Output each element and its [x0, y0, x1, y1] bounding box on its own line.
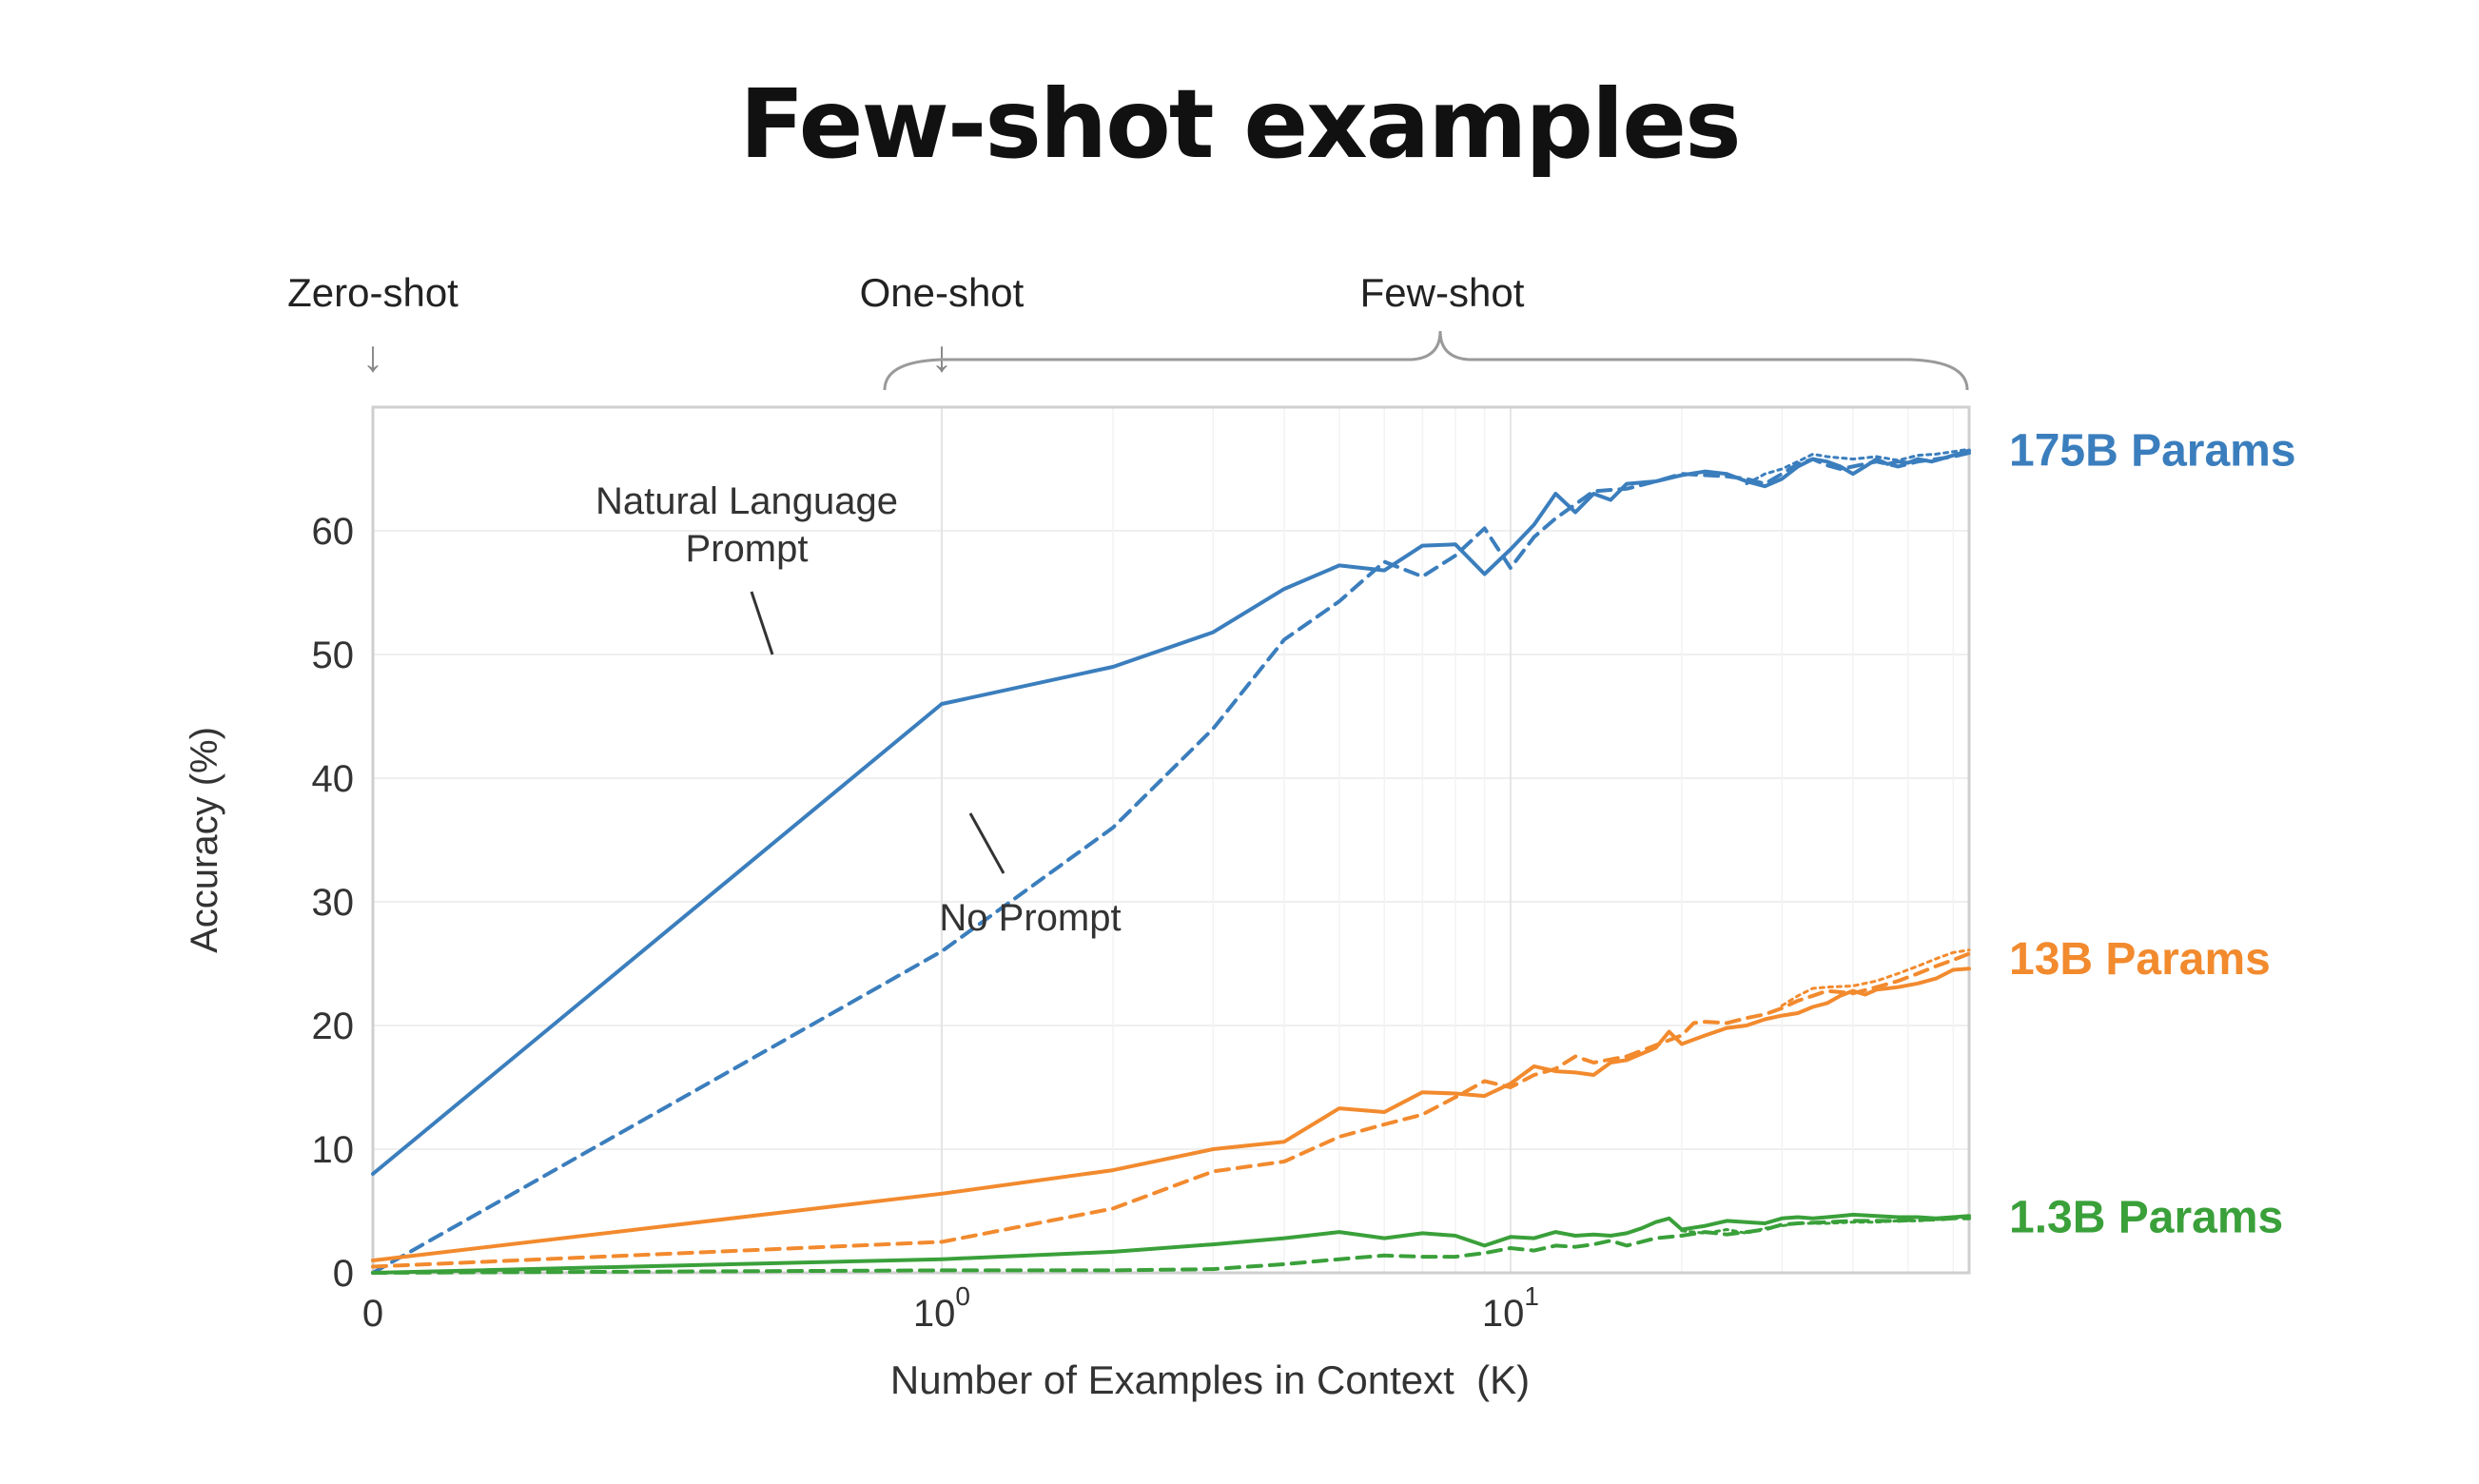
- x-tick-label: 100: [913, 1281, 970, 1335]
- series-label-13b-params: 13B Params: [2009, 934, 2271, 985]
- natural-language-prompt-pointer: [750, 591, 774, 655]
- page-title: Few-shot examples: [739, 68, 1741, 180]
- y-tick-label: 0: [333, 1253, 354, 1295]
- y-tick-label: 40: [312, 758, 355, 800]
- no-prompt-pointer: [968, 812, 1005, 874]
- x-axis-label: Number of Examples in Context (K): [890, 1357, 1530, 1402]
- plot-area-frame: [371, 405, 1971, 1275]
- one-shot-arrow-icon: ↓: [930, 331, 952, 381]
- axis-ticks: 0 10 20 30 40 50 60 0 100 101: [312, 511, 1539, 1335]
- y-tick-label: 50: [312, 635, 355, 676]
- series-line-13b-params-dotted: [1780, 948, 1971, 1007]
- series-line-175b-params-dotted: [1745, 447, 1971, 486]
- series-line-1-3b-params-dotted: [1680, 1216, 1971, 1235]
- series-line-175b-params-solid: [371, 448, 1971, 1176]
- series-label-175b-params: 175B Params: [2009, 426, 2296, 477]
- y-axis-label: Accuracy (%): [184, 727, 225, 953]
- series-lines: [371, 447, 1971, 1275]
- few-shot-bracket: [883, 330, 1969, 391]
- one-shot-label: One-shot: [860, 270, 1025, 315]
- series-labels: 175B Params 13B Params 1.3B Params: [2009, 426, 2296, 1243]
- y-tick-label: 30: [312, 882, 355, 924]
- grid-lines: [373, 407, 1969, 1273]
- no-prompt-label: No Prompt: [939, 897, 1121, 939]
- few-shot-label: Few-shot: [1360, 270, 1525, 315]
- series-line-13b-params-dashed: [371, 951, 1971, 1269]
- y-tick-label: 20: [312, 1006, 355, 1047]
- series-line-13b-params-solid: [371, 967, 1971, 1262]
- zero-shot-label: Zero-shot: [287, 270, 459, 315]
- x-tick-label: 0: [362, 1293, 383, 1335]
- x-tick-label: 101: [1482, 1281, 1539, 1335]
- natural-language-prompt-label-line1: Natural Language: [595, 480, 898, 522]
- y-tick-label: 60: [312, 511, 355, 553]
- series-line-1-3b-params-solid: [371, 1212, 1971, 1275]
- series-line-175b-params-dashed: [371, 451, 1971, 1275]
- zero-shot-arrow-icon: ↓: [362, 331, 384, 381]
- y-tick-label: 10: [312, 1129, 355, 1171]
- series-label-1-3b-params: 1.3B Params: [2009, 1193, 2283, 1243]
- natural-language-prompt-label-line2: Prompt: [686, 528, 809, 570]
